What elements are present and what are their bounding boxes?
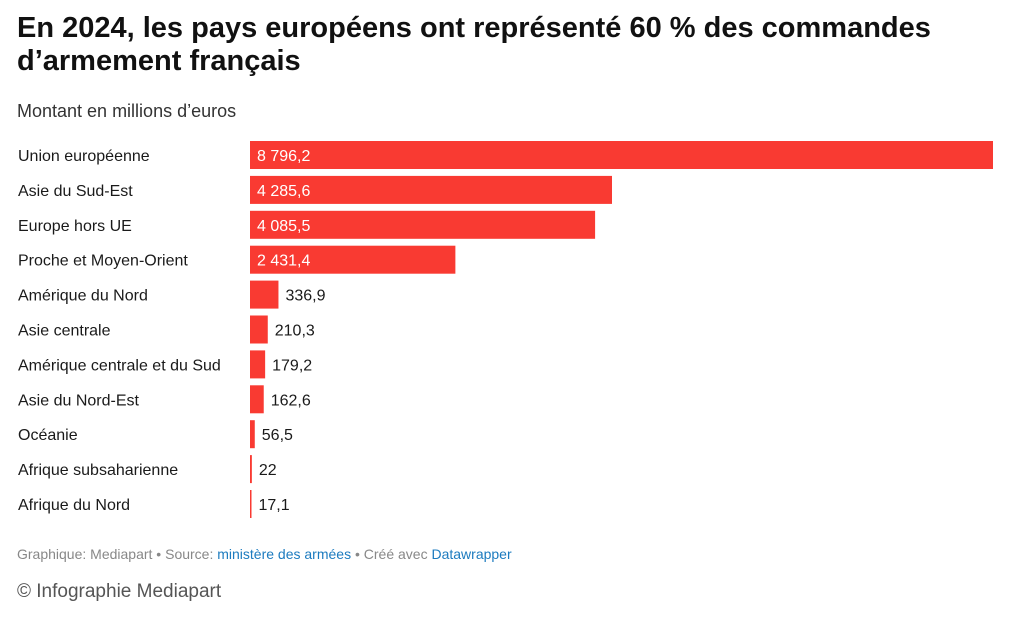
bar xyxy=(250,141,993,169)
category-label: Afrique subsaharienne xyxy=(18,462,178,479)
bar-chart: Union européenne 8 796,2 Asie du Sud-Est 4 … xyxy=(18,141,993,518)
category-label: Asie du Sud-Est xyxy=(18,183,133,200)
bar xyxy=(250,245,456,274)
footer-separator-2: • xyxy=(351,546,364,562)
value-label: 162,6 xyxy=(271,392,311,409)
category-label: Asie du Nord-Est xyxy=(18,392,139,409)
category-label: Europe hors UE xyxy=(18,218,132,235)
bar xyxy=(250,455,252,484)
category-label: Asie centrale xyxy=(18,323,111,340)
bar xyxy=(250,210,596,239)
source-link[interactable]: ministère des armées xyxy=(217,546,352,562)
category-label: Océanie xyxy=(18,427,78,444)
bar xyxy=(250,490,252,518)
bar xyxy=(250,420,255,449)
chart-footer: Graphique: Mediapart • Source: ministère… xyxy=(17,546,512,562)
value-label: 210,3 xyxy=(275,323,315,340)
category-label: Union européenne xyxy=(18,148,150,165)
category-label: Proche et Moyen-Orient xyxy=(18,253,188,270)
chart-title: En 2024, les pays européens ont représen… xyxy=(17,12,931,77)
value-label: 4 085,5 xyxy=(257,218,310,235)
footer-separator-1: • xyxy=(152,546,166,562)
footer-created-prefix: Créé avec xyxy=(363,546,432,562)
bar xyxy=(250,315,268,344)
bar xyxy=(250,175,612,204)
value-label: 4 285,6 xyxy=(257,183,310,200)
value-label: 179,2 xyxy=(272,357,312,374)
value-label: 17,1 xyxy=(259,497,290,514)
bar xyxy=(250,280,279,309)
value-label: 22 xyxy=(259,462,277,479)
value-label: 56,5 xyxy=(262,427,293,444)
value-label: 2 431,4 xyxy=(257,253,310,270)
chart-subtitle: Montant en millions d’euros xyxy=(17,101,237,121)
bar xyxy=(250,385,264,414)
copyright-notice: © Infographie Mediapart xyxy=(17,581,222,602)
category-label: Amérique du Nord xyxy=(18,288,148,305)
value-label: 8 796,2 xyxy=(257,148,310,165)
category-label: Afrique du Nord xyxy=(18,497,130,514)
footer-source-prefix: Source: xyxy=(165,546,218,562)
bar xyxy=(250,350,266,379)
datawrapper-link[interactable]: Datawrapper xyxy=(431,546,512,562)
value-label: 336,9 xyxy=(285,288,325,305)
footer-graphic-credit: Graphique: Mediapart xyxy=(17,546,153,562)
category-label: Amérique centrale et du Sud xyxy=(18,357,221,374)
